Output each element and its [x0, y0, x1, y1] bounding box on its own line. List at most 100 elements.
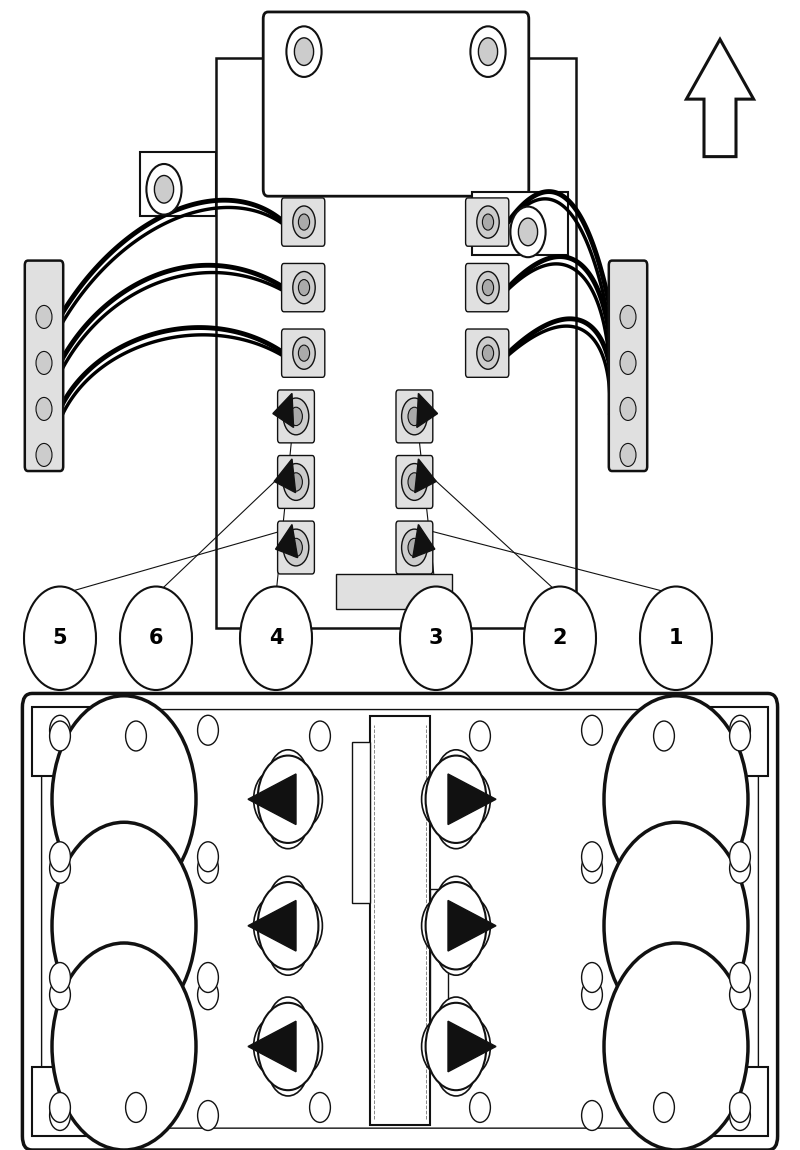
Polygon shape [413, 524, 435, 558]
Circle shape [24, 586, 96, 690]
Text: 6: 6 [282, 1037, 294, 1056]
Polygon shape [686, 39, 754, 156]
Text: 3: 3 [450, 1037, 462, 1056]
Polygon shape [448, 900, 496, 951]
Circle shape [477, 206, 499, 238]
Circle shape [254, 770, 294, 828]
Circle shape [283, 463, 309, 500]
Circle shape [120, 586, 192, 690]
Polygon shape [274, 459, 296, 492]
Circle shape [146, 164, 182, 215]
Circle shape [282, 897, 322, 954]
Circle shape [470, 1092, 490, 1122]
Bar [430, 889, 448, 1038]
Circle shape [50, 980, 70, 1010]
Circle shape [402, 398, 427, 435]
Circle shape [52, 696, 196, 903]
Bar [370, 716, 430, 1125]
Circle shape [477, 337, 499, 369]
Circle shape [154, 176, 174, 204]
Circle shape [518, 218, 538, 246]
Circle shape [654, 721, 674, 751]
FancyBboxPatch shape [396, 521, 433, 574]
Text: 3: 3 [429, 628, 443, 649]
FancyBboxPatch shape [282, 329, 325, 377]
Circle shape [408, 473, 421, 491]
Circle shape [268, 876, 308, 934]
Circle shape [50, 1092, 70, 1122]
Circle shape [450, 770, 490, 828]
Circle shape [286, 26, 322, 77]
Circle shape [470, 26, 506, 77]
Circle shape [52, 943, 196, 1150]
Circle shape [582, 963, 602, 992]
Circle shape [604, 696, 748, 903]
Circle shape [283, 529, 309, 566]
Polygon shape [414, 459, 436, 492]
Circle shape [254, 1018, 294, 1075]
Circle shape [604, 822, 748, 1029]
Circle shape [50, 715, 70, 745]
Polygon shape [448, 774, 496, 825]
Bar [472, 192, 568, 255]
Circle shape [450, 897, 490, 954]
Circle shape [126, 1092, 146, 1122]
Circle shape [290, 407, 302, 426]
Circle shape [36, 306, 52, 329]
Circle shape [294, 38, 314, 66]
Circle shape [268, 1038, 308, 1096]
Circle shape [198, 853, 218, 883]
Circle shape [258, 882, 318, 969]
Circle shape [436, 876, 476, 934]
Circle shape [126, 721, 146, 751]
Bar [32, 707, 136, 776]
Bar [664, 1067, 768, 1136]
FancyBboxPatch shape [278, 455, 314, 508]
Circle shape [282, 1018, 322, 1075]
Circle shape [620, 352, 636, 375]
Polygon shape [273, 393, 294, 428]
Circle shape [310, 721, 330, 751]
Circle shape [293, 271, 315, 304]
Circle shape [198, 842, 218, 872]
Circle shape [283, 398, 309, 435]
Text: 5: 5 [53, 628, 67, 649]
Circle shape [730, 980, 750, 1010]
Circle shape [620, 444, 636, 467]
FancyBboxPatch shape [396, 390, 433, 443]
Circle shape [240, 586, 312, 690]
Circle shape [730, 715, 750, 745]
Circle shape [436, 750, 476, 807]
Text: 1: 1 [450, 790, 462, 808]
Circle shape [482, 214, 494, 230]
Circle shape [730, 1092, 750, 1122]
Circle shape [400, 586, 472, 690]
Circle shape [470, 721, 490, 751]
FancyBboxPatch shape [282, 198, 325, 246]
Text: 2: 2 [553, 628, 567, 649]
Circle shape [436, 791, 476, 849]
FancyBboxPatch shape [263, 12, 529, 197]
Circle shape [290, 538, 302, 557]
Circle shape [408, 407, 421, 426]
Text: 1: 1 [669, 628, 683, 649]
Bar [664, 707, 768, 776]
Circle shape [258, 1003, 318, 1090]
Text: 4: 4 [269, 628, 283, 649]
Circle shape [268, 750, 308, 807]
Circle shape [477, 271, 499, 304]
FancyBboxPatch shape [278, 521, 314, 574]
Circle shape [582, 853, 602, 883]
Circle shape [436, 1038, 476, 1096]
Circle shape [620, 398, 636, 421]
Circle shape [422, 897, 462, 954]
Circle shape [524, 586, 596, 690]
FancyBboxPatch shape [466, 329, 509, 377]
Circle shape [730, 721, 750, 751]
FancyBboxPatch shape [282, 263, 325, 312]
Circle shape [52, 822, 196, 1029]
Circle shape [50, 842, 70, 872]
Circle shape [422, 770, 462, 828]
Circle shape [50, 963, 70, 992]
Circle shape [408, 538, 421, 557]
